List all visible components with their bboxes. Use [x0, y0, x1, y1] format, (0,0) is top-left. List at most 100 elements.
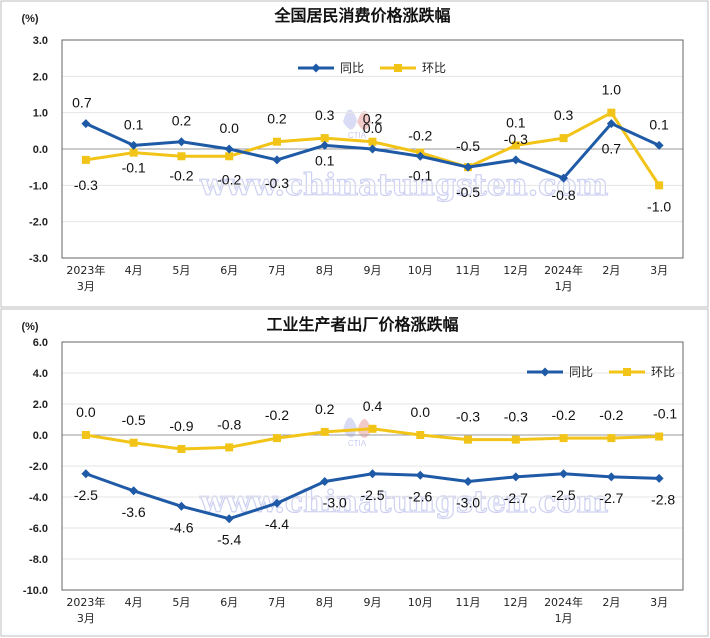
- data-label: 0.0: [363, 120, 383, 136]
- x-tick-label: 8月: [316, 596, 334, 609]
- data-point: [129, 140, 139, 150]
- data-label: -0.2: [265, 407, 289, 423]
- x-tick-label: 4月: [125, 596, 143, 609]
- data-label: -0.3: [504, 409, 528, 425]
- watermark-logo-text: CTIA: [348, 439, 367, 448]
- y-tick-label: 4.0: [33, 368, 48, 380]
- data-point: [606, 472, 616, 482]
- data-label: -0.3: [504, 131, 528, 147]
- data-point: [272, 155, 282, 165]
- data-point: [511, 141, 520, 150]
- data-label: 0.7: [72, 95, 92, 111]
- y-tick-label: 1.0: [33, 108, 48, 120]
- x-tick-label: 9月: [364, 596, 382, 609]
- data-label: -0.3: [74, 177, 98, 193]
- data-point: [655, 432, 664, 441]
- data-point: [463, 162, 473, 172]
- data-label: 0.0: [411, 404, 431, 420]
- data-label: 1.0: [602, 82, 622, 98]
- data-label: -1.0: [647, 198, 671, 214]
- y-tick-label: 3.0: [33, 35, 48, 47]
- data-label: -2.5: [74, 487, 98, 503]
- data-point: [368, 144, 377, 154]
- watermark-logo-shape: [343, 417, 357, 438]
- watermark-ppi: www.chinatungsten.com CTIA: [198, 417, 609, 521]
- data-label: 0.1: [506, 114, 526, 130]
- data-point: [176, 501, 186, 511]
- x-tick-label: 10月: [408, 596, 433, 609]
- legend-swatch-marker: [394, 64, 402, 72]
- data-label: 0.3: [315, 107, 335, 123]
- data-point: [81, 119, 91, 129]
- data-label: 0.4: [363, 398, 383, 414]
- data-label: -2.7: [504, 490, 528, 506]
- watermark-logo-shape: [343, 109, 357, 130]
- data-point: [463, 477, 473, 486]
- legend-label: 环比: [422, 61, 446, 75]
- data-point: [129, 486, 139, 496]
- data-label: 0.0: [219, 120, 239, 136]
- data-point: [654, 140, 664, 150]
- y-tick-label: -8.0: [29, 554, 48, 566]
- y-tick-label: -3.0: [29, 253, 48, 265]
- data-label: -0.8: [217, 416, 241, 432]
- data-label: -0.1: [653, 406, 677, 422]
- data-label: 0.2: [363, 111, 383, 127]
- data-label: -0.5: [122, 412, 146, 428]
- x-tick-label: 7月: [268, 596, 286, 609]
- data-label: -0.1: [122, 160, 146, 176]
- data-point: [511, 435, 520, 444]
- legend-label: 同比: [340, 61, 364, 75]
- x-tick-label: 5月: [172, 596, 190, 609]
- y-tick-label: 6.0: [33, 337, 48, 349]
- data-point: [559, 434, 568, 443]
- x-tick-label: 2023年 3月: [66, 263, 105, 293]
- data-label: -4.4: [265, 516, 289, 532]
- data-point: [177, 152, 186, 161]
- x-tick-label: 2024年 1月: [544, 595, 583, 625]
- data-label: 0.2: [172, 113, 192, 129]
- data-point: [272, 498, 282, 508]
- data-point: [607, 434, 616, 443]
- data-point: [606, 119, 616, 129]
- watermark-text: www.chinatungsten.com: [199, 485, 608, 520]
- ppi-chart: 工业生产者出厂价格涨跌幅 (%) 6.0 4.0 2.0 0.0 -2.0 -4.0 -6.0 -…: [21, 315, 684, 625]
- data-point: [320, 427, 329, 436]
- x-tick-label: 2月: [602, 596, 620, 609]
- data-point: [272, 137, 281, 146]
- y-tick-label: 2.0: [33, 71, 48, 83]
- data-point: [320, 134, 329, 143]
- y-tick-label: -1.0: [29, 180, 48, 192]
- x-tick-label: 12月: [503, 264, 528, 277]
- data-label: -2.6: [408, 488, 432, 504]
- x-tick-label: 6月: [220, 596, 238, 609]
- x-tick-label: 3月: [650, 264, 668, 277]
- data-point: [416, 431, 425, 439]
- data-point: [320, 140, 330, 150]
- y-tick-label: 0.0: [33, 144, 48, 156]
- data-label: 0.1: [649, 116, 669, 132]
- data-point: [224, 144, 234, 154]
- data-label: -0.2: [217, 171, 241, 187]
- data-label: -0.2: [169, 167, 193, 183]
- data-point: [272, 434, 281, 443]
- data-point: [368, 469, 377, 479]
- x-tick-label: 11月: [456, 596, 481, 609]
- data-label: 0.2: [315, 401, 335, 417]
- data-label: -0.2: [599, 407, 623, 423]
- y-unit-label: (%): [21, 13, 38, 25]
- data-point: [81, 431, 90, 439]
- data-label: -0.3: [265, 175, 289, 191]
- y-tick-label: -2.0: [29, 217, 48, 229]
- x-tick-label: 7月: [268, 264, 286, 277]
- data-point: [177, 444, 186, 453]
- legend-label: 同比: [569, 365, 593, 379]
- data-point: [81, 469, 91, 479]
- data-label: -2.7: [599, 490, 623, 506]
- plot-area: [61, 39, 684, 259]
- data-point: [559, 134, 568, 143]
- data-label: -4.6: [169, 519, 193, 535]
- data-label: -2.5: [552, 487, 576, 503]
- data-point: [320, 477, 330, 486]
